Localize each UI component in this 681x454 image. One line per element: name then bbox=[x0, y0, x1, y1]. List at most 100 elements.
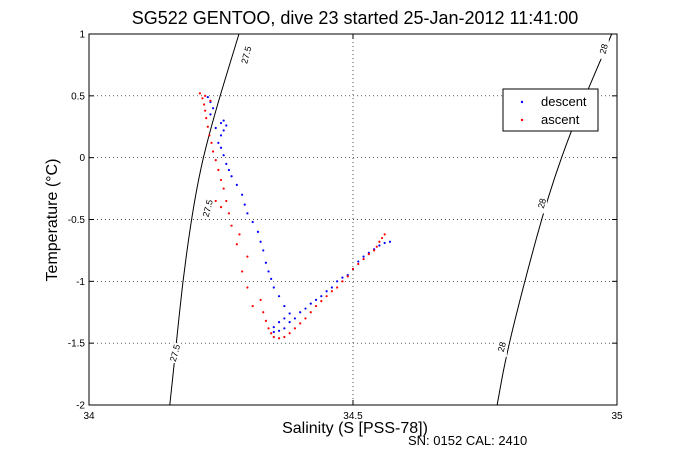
descent-point bbox=[222, 119, 225, 122]
ascent-point bbox=[380, 236, 384, 240]
y-tick-label: 1 bbox=[79, 30, 85, 41]
contour-label-bg bbox=[496, 336, 507, 357]
plot-area: 27.5 27.5 27.5 28 28 28 34 34.5 35 -2 -1.5 -1 -0.5 0… bbox=[68, 30, 623, 423]
descent-point bbox=[219, 134, 223, 137]
y-tick-label: -1 bbox=[76, 277, 85, 288]
descent-point bbox=[272, 325, 275, 329]
descent-point bbox=[283, 304, 286, 308]
ascent-point bbox=[314, 304, 318, 308]
descent-point bbox=[217, 141, 220, 144]
y-tick-label: -1.5 bbox=[68, 339, 86, 350]
ascent-point bbox=[235, 243, 238, 246]
descent-point bbox=[272, 330, 275, 334]
ascent-point bbox=[330, 290, 333, 293]
descent-point bbox=[283, 327, 286, 330]
descent-point bbox=[230, 175, 233, 178]
ascent-point bbox=[217, 168, 220, 172]
ascent-point bbox=[262, 311, 265, 314]
y-tick-label: -0.5 bbox=[68, 215, 86, 226]
ascent-point bbox=[320, 300, 323, 303]
ascent-point bbox=[267, 327, 270, 330]
legend-label-ascent: ascent bbox=[541, 112, 580, 127]
y-tick-label: -2 bbox=[76, 401, 85, 412]
ascent-point bbox=[230, 224, 233, 227]
x-tick-label: 35 bbox=[611, 411, 623, 422]
ascent-point bbox=[203, 103, 206, 106]
ascent-point bbox=[225, 199, 228, 203]
descent-point bbox=[222, 154, 225, 157]
ascent-point bbox=[375, 245, 378, 248]
descent-point bbox=[219, 121, 223, 125]
contour-label: 27.5 bbox=[239, 45, 253, 65]
descent-point bbox=[235, 183, 238, 186]
ascent-point bbox=[341, 280, 344, 283]
descent-point bbox=[264, 261, 267, 264]
descent-point bbox=[362, 255, 365, 258]
legend-marker-descent bbox=[520, 100, 524, 104]
ascent-point bbox=[251, 304, 254, 308]
descent-point bbox=[256, 230, 260, 233]
descent-point bbox=[227, 168, 231, 172]
descent-point bbox=[383, 241, 386, 245]
descent-point bbox=[330, 286, 333, 289]
descent-point bbox=[299, 311, 302, 314]
ascent-point bbox=[362, 257, 365, 261]
descent-point bbox=[241, 193, 244, 196]
ascent-point bbox=[309, 311, 312, 314]
ascent-point bbox=[204, 94, 207, 97]
contour-label-bg bbox=[241, 45, 252, 66]
contour-label-bg bbox=[170, 343, 181, 364]
ascent-point bbox=[219, 178, 223, 182]
legend-box bbox=[502, 88, 599, 132]
x-tick-label: 34 bbox=[83, 411, 95, 422]
descent-point bbox=[214, 126, 217, 130]
descent-point bbox=[219, 146, 223, 149]
descent-point bbox=[270, 277, 273, 280]
ascent-point bbox=[272, 335, 275, 339]
ascent-point bbox=[346, 275, 349, 278]
descent-point bbox=[336, 280, 339, 283]
descent-point bbox=[388, 240, 392, 243]
ascent-point bbox=[227, 212, 231, 215]
contour-label-bg bbox=[598, 38, 609, 59]
descent-point bbox=[259, 240, 262, 243]
ascent-point bbox=[378, 240, 381, 243]
ascent-point bbox=[357, 262, 360, 266]
descent-point bbox=[277, 329, 281, 332]
descent-point bbox=[262, 249, 265, 252]
contour-label: 27.5 bbox=[168, 343, 182, 363]
ascent-point bbox=[211, 150, 215, 153]
ascent-point bbox=[214, 159, 217, 162]
ascent-point bbox=[219, 206, 223, 209]
ascent-point bbox=[336, 286, 339, 289]
ascent-point bbox=[367, 253, 370, 256]
contour-line bbox=[169, 33, 240, 406]
descent-point bbox=[222, 129, 225, 132]
ascent-point bbox=[204, 109, 207, 112]
descent-point bbox=[209, 113, 212, 116]
y-tick-label: 0.5 bbox=[71, 91, 85, 102]
x-tick-label: 34.5 bbox=[343, 411, 363, 422]
ascent-point bbox=[198, 92, 201, 95]
series-ascent bbox=[198, 92, 386, 340]
ascent-point bbox=[288, 332, 291, 335]
ascent-point bbox=[293, 327, 297, 330]
ascent-point bbox=[201, 97, 204, 100]
descent-point bbox=[277, 321, 281, 324]
descent-point bbox=[288, 312, 291, 315]
contour-label: 28 bbox=[536, 197, 548, 209]
descent-point bbox=[320, 295, 323, 298]
y-tick-label: 0 bbox=[79, 153, 85, 164]
contour-label: 28 bbox=[496, 341, 508, 353]
ascent-point bbox=[246, 286, 249, 289]
descent-point bbox=[314, 298, 318, 301]
legend-marker-ascent bbox=[520, 118, 524, 122]
descent-point bbox=[293, 317, 297, 320]
descent-point bbox=[277, 295, 281, 298]
ascent-point bbox=[351, 267, 355, 271]
descent-point bbox=[243, 203, 246, 206]
descent-point bbox=[325, 290, 328, 293]
x-axis-label: Salinity (S [PSS-78]) bbox=[282, 420, 428, 437]
ascent-point bbox=[241, 270, 244, 273]
descent-point bbox=[357, 260, 360, 263]
